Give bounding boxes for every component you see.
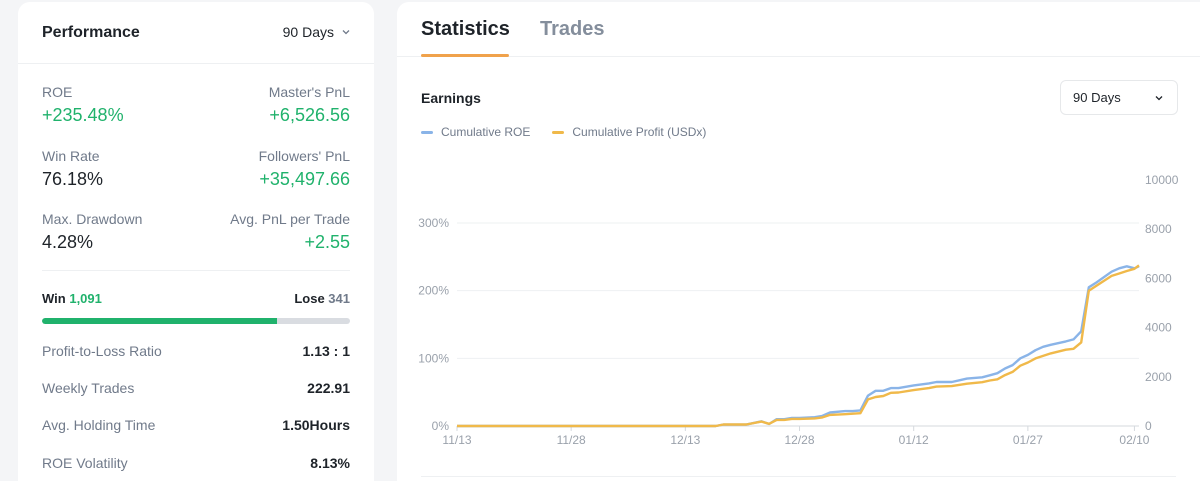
chart-bottom-divider [421, 476, 1176, 477]
metric-value: 1.50Hours [282, 417, 350, 433]
stat-win-rate-value: 76.18% [42, 169, 104, 189]
earnings-period-label: 90 Days [1073, 90, 1121, 105]
x-tick-label: 12/13 [670, 433, 700, 447]
stats-grid: ROE +235.48% Master's PnL +6,526.56 Win … [18, 64, 374, 270]
divider [42, 270, 350, 271]
y-left-tick-label: 300% [418, 216, 449, 230]
earnings-period-select[interactable]: 90 Days [1060, 80, 1178, 115]
stat-max-drawdown: Max. Drawdown 4.28% [42, 211, 142, 253]
win-label: Win [42, 291, 66, 306]
performance-title: Performance [42, 24, 140, 41]
x-tick-label: 11/13 [442, 433, 471, 447]
y-right-tick-label: 4000 [1145, 321, 1172, 335]
y-right-tick-label: 10000 [1145, 173, 1179, 187]
stat-master-pnl-label: Master's PnL [268, 84, 350, 100]
metric-value: 1.13 : 1 [302, 343, 350, 359]
stat-master-pnl-value: +6,526.56 [269, 105, 350, 125]
statistics-panel: Statistics Trades Earnings 90 Days Cumul… [397, 2, 1200, 481]
stat-avg-pnl-label: Avg. PnL per Trade [230, 211, 350, 227]
lose-label: Lose [294, 291, 325, 306]
stat-roe-label: ROE [42, 84, 73, 100]
performance-panel: Performance 90 Days ROE +235.48% Master'… [18, 2, 374, 481]
performance-header: Performance 90 Days [18, 2, 374, 64]
tab-bar: Statistics Trades [397, 2, 1200, 57]
stat-followers-pnl-value: +35,497.66 [259, 169, 350, 189]
x-tick-label: 01/12 [899, 433, 929, 447]
x-tick-label: 01/27 [1013, 433, 1043, 447]
win-summary: Win 1,091 [42, 291, 102, 306]
tab-statistics[interactable]: Statistics [421, 18, 510, 40]
stat-roe: ROE +235.48% [42, 84, 124, 126]
x-tick-label: 11/28 [557, 433, 586, 447]
performance-period-label: 90 Days [282, 24, 334, 40]
legend-label-profit: Cumulative Profit (USDx) [572, 125, 707, 139]
stat-roe-value: +235.48% [42, 105, 124, 125]
tab-trades[interactable]: Trades [540, 18, 605, 40]
chevron-down-icon [1155, 95, 1163, 100]
active-tab-indicator [421, 54, 509, 57]
stat-win-rate-label: Win Rate [42, 148, 100, 164]
win-bar-fill [42, 318, 277, 324]
y-left-tick-label: 0% [432, 419, 450, 433]
y-left-tick-label: 100% [418, 351, 449, 365]
y-right-tick-label: 6000 [1145, 271, 1172, 285]
chart-legend: Cumulative ROE Cumulative Profit (USDx) [421, 125, 706, 139]
metric-label: Profit-to-Loss Ratio [42, 343, 162, 359]
y-right-tick-label: 8000 [1145, 222, 1172, 236]
stat-avg-pnl-value: +2.55 [304, 232, 350, 252]
stat-max-drawdown-value: 4.28% [42, 232, 94, 252]
y-right-tick-label: 2000 [1145, 370, 1172, 384]
y-right-tick-label: 0 [1145, 419, 1152, 433]
lose-count: 341 [328, 291, 350, 306]
series-line-cumulative-profit [457, 264, 1140, 428]
legend-swatch-roe [421, 130, 433, 134]
metric-label: Weekly Trades [42, 380, 135, 396]
stat-max-drawdown-label: Max. Drawdown [42, 211, 143, 227]
lose-summary: Lose 341 [294, 291, 350, 306]
y-left-tick-label: 200% [418, 284, 449, 298]
earnings-title: Earnings [421, 90, 481, 106]
stat-master-pnl: Master's PnL +6,526.56 [269, 84, 350, 126]
earnings-chart: 0% 100% 200% 300% 0 2000 4000 6000 8000 10000 11/1… [418, 173, 1179, 447]
legend-label-roe: Cumulative ROE [441, 125, 531, 139]
metric-label: ROE Volatility [42, 455, 128, 471]
metric-value: 222.91 [307, 380, 350, 396]
metric-value: 8.13% [310, 455, 350, 471]
win-count: 1,091 [69, 291, 102, 306]
chevron-down-icon [342, 30, 350, 35]
x-tick-label: 12/28 [785, 433, 815, 447]
performance-period-select[interactable]: 90 Days [283, 24, 352, 40]
stat-followers-pnl: Followers' PnL +35,497.66 [259, 148, 350, 190]
stat-followers-pnl-label: Followers' PnL [258, 148, 350, 164]
legend-item-profit[interactable]: Cumulative Profit (USDx) [552, 125, 706, 139]
win-lose-bar [42, 318, 350, 324]
stat-win-rate: Win Rate 76.18% [42, 148, 103, 190]
stat-avg-pnl: Avg. PnL per Trade +2.55 [230, 211, 350, 253]
legend-swatch-profit [552, 130, 565, 134]
x-tick-label: 02/10 [1119, 433, 1149, 447]
legend-item-roe[interactable]: Cumulative ROE [421, 125, 530, 139]
metric-label: Avg. Holding Time [42, 417, 156, 433]
